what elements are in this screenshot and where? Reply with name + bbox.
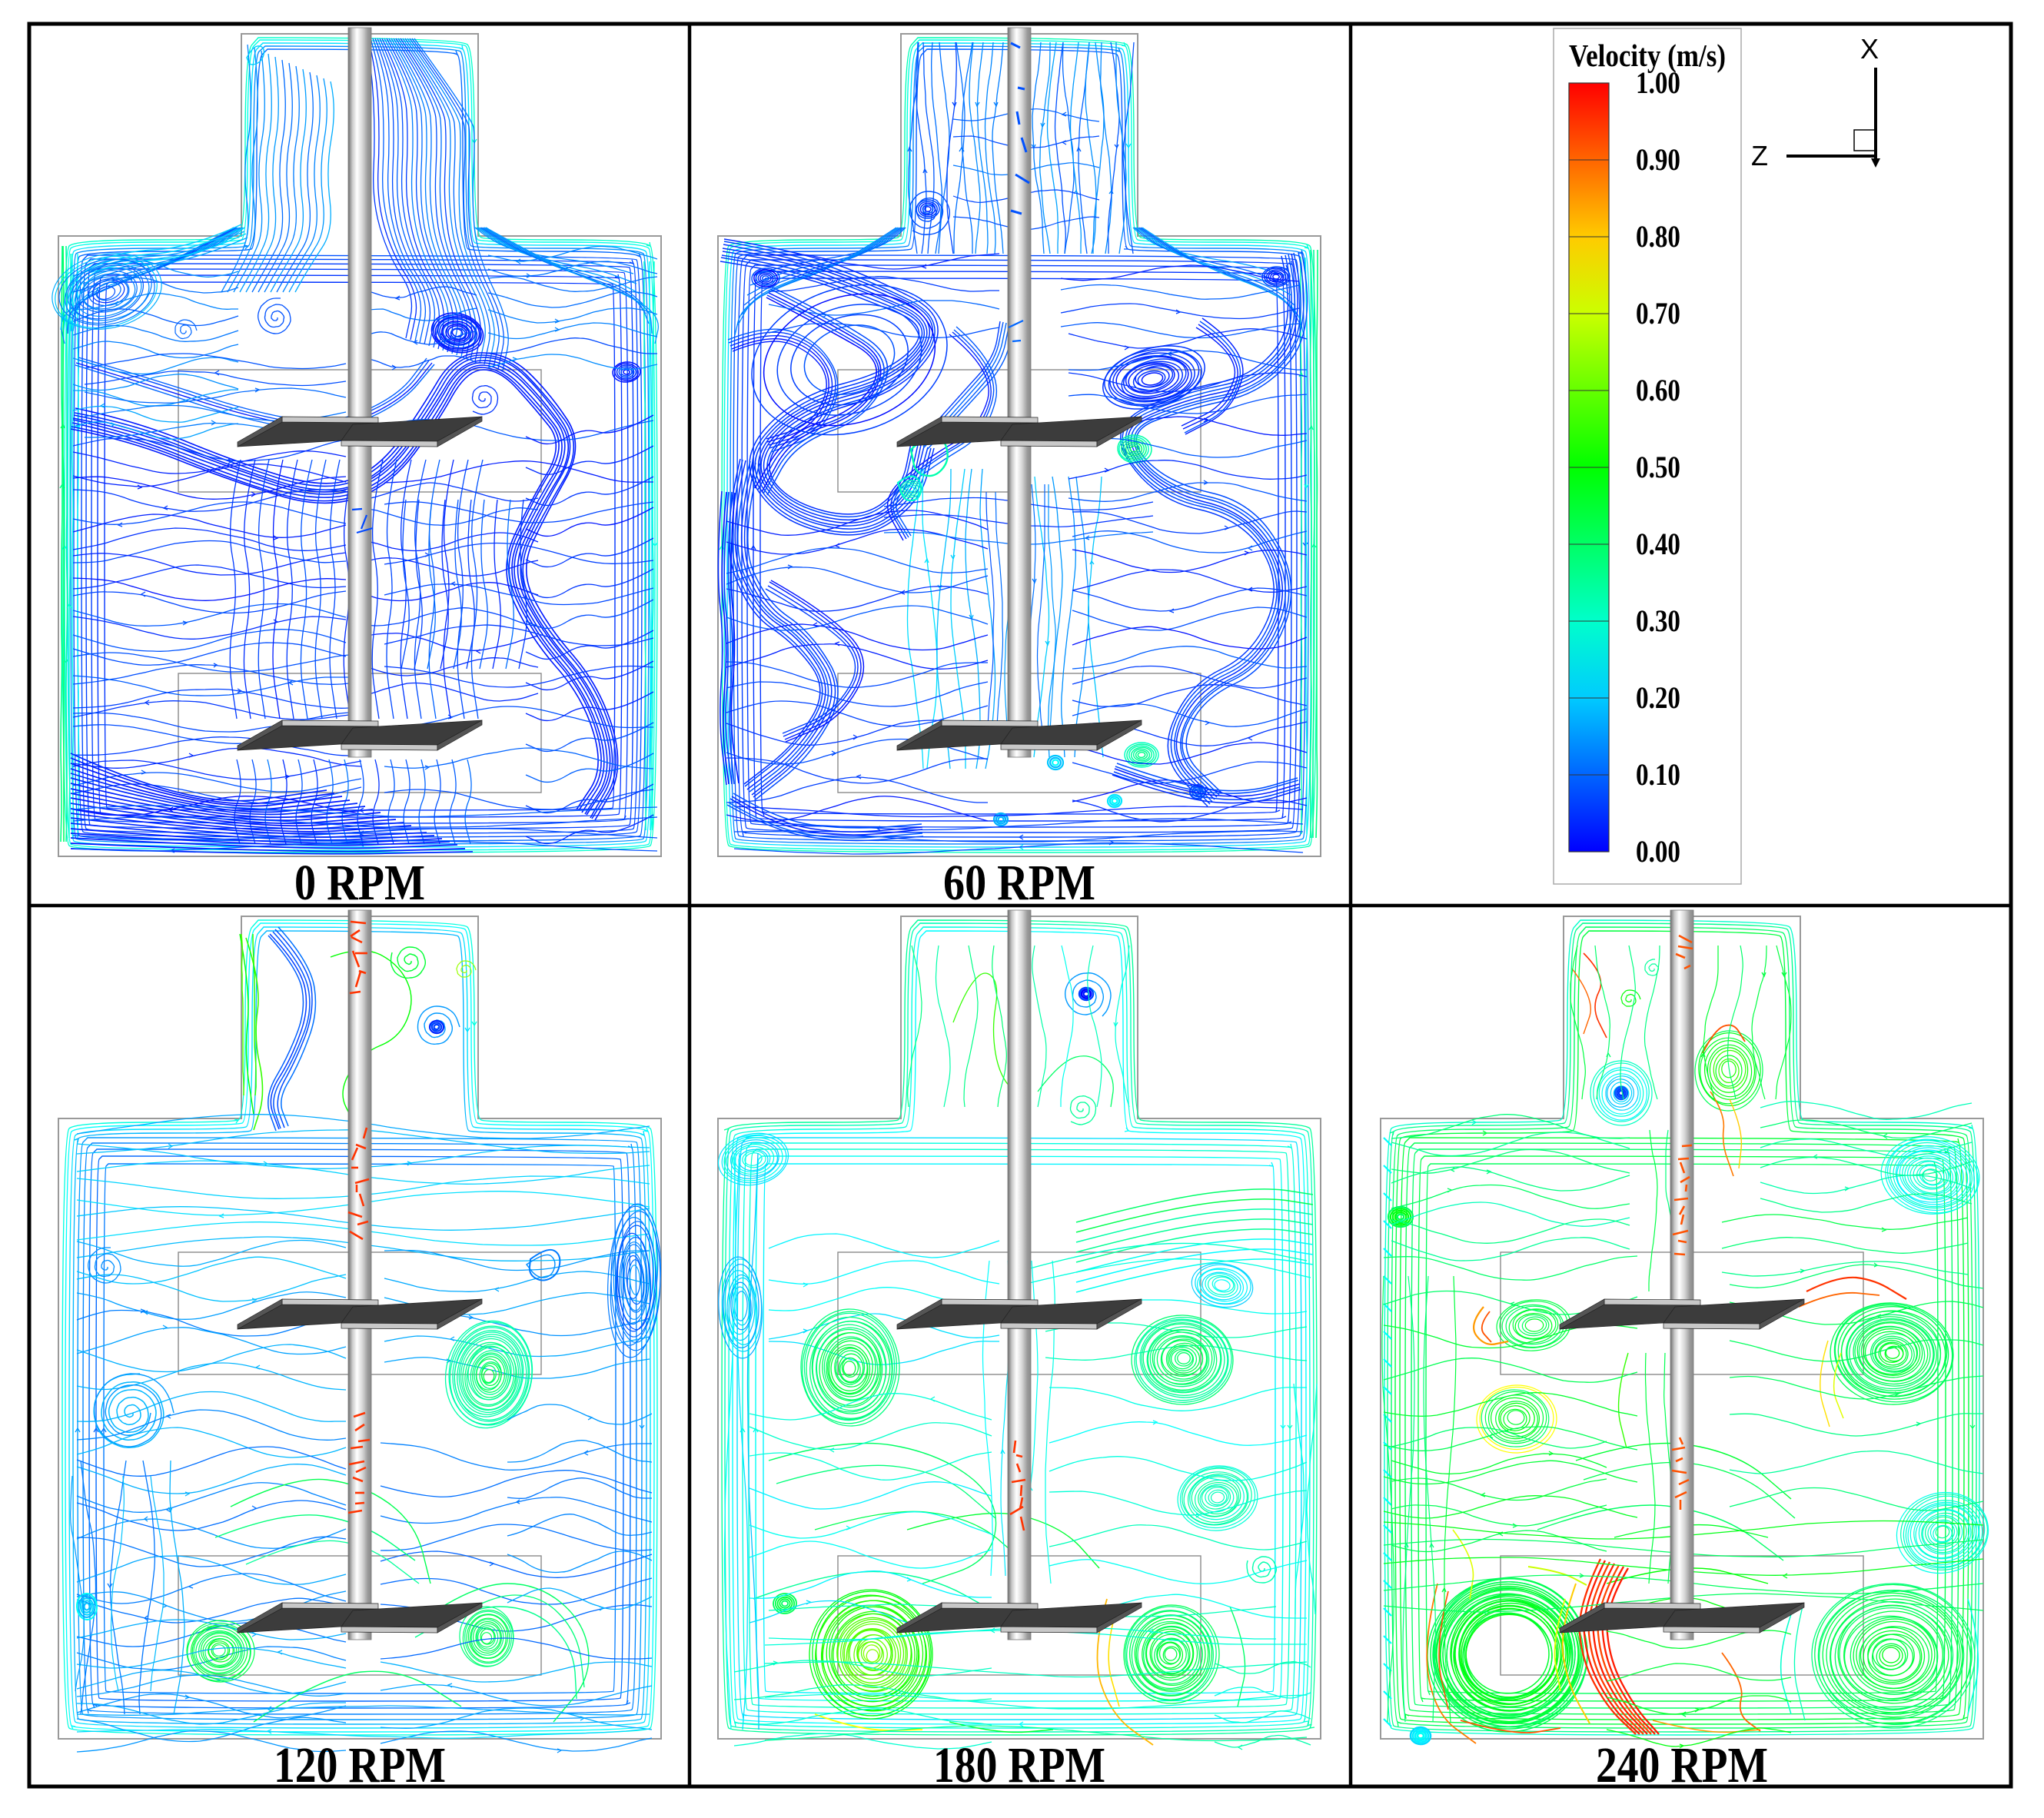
svg-text:180 RPM: 180 RPM (933, 1737, 1105, 1793)
svg-text:0.70: 0.70 (1636, 296, 1680, 331)
svg-text:240 RPM: 240 RPM (1596, 1737, 1768, 1793)
svg-text:X: X (1860, 33, 1879, 65)
svg-text:Velocity (m/s): Velocity (m/s) (1569, 38, 1726, 73)
svg-text:1.00: 1.00 (1636, 65, 1680, 100)
svg-text:0.50: 0.50 (1636, 450, 1680, 484)
svg-text:Z: Z (1751, 140, 1768, 171)
svg-text:0.00: 0.00 (1636, 834, 1680, 869)
svg-text:0.60: 0.60 (1636, 373, 1680, 407)
svg-text:0.30: 0.30 (1636, 603, 1680, 638)
svg-text:0.40: 0.40 (1636, 527, 1680, 561)
svg-text:0.20: 0.20 (1636, 680, 1680, 715)
svg-text:0.80: 0.80 (1636, 219, 1680, 254)
svg-text:0.90: 0.90 (1636, 142, 1680, 177)
svg-text:0 RPM: 0 RPM (294, 855, 425, 911)
svg-text:60 RPM: 60 RPM (943, 855, 1095, 911)
svg-text:0.10: 0.10 (1636, 757, 1680, 792)
svg-text:120 RPM: 120 RPM (274, 1737, 446, 1793)
